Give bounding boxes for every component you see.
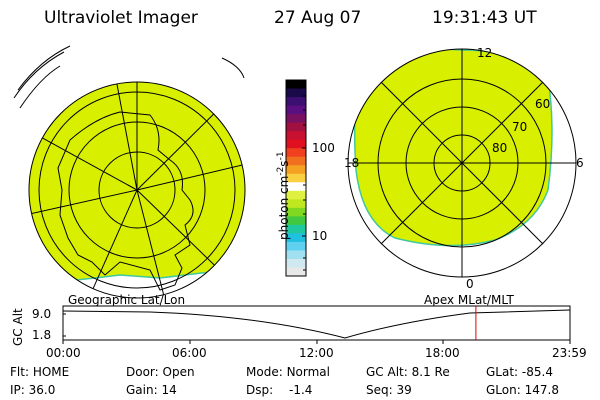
altitude-ytick-high: 9.0 <box>32 307 52 321</box>
antarctica-coastline <box>57 111 194 291</box>
altitude-xtick-1200: 12:00 <box>299 346 334 360</box>
altitude-plot <box>62 305 571 344</box>
colorbar-segment <box>286 156 306 166</box>
altitude-xtick-2359: 23:59 <box>552 346 587 360</box>
status-seq: Seq: 39 <box>366 383 412 397</box>
colorbar-ticks <box>302 95 306 271</box>
status-ip-label: IP: <box>10 383 25 397</box>
mlat-label-60: 60 <box>535 97 551 111</box>
colorbar-segment <box>286 165 306 175</box>
magnetic-map-label: Apex MLat/MLT <box>424 293 514 307</box>
status-flt-label: Flt: <box>10 365 29 379</box>
colorbar-segment <box>286 80 306 90</box>
colorbar-units-s: s <box>277 160 291 167</box>
colorbar-segment <box>286 105 306 115</box>
colorbar-segment <box>286 190 306 200</box>
altitude-xtick-1800: 18:00 <box>425 346 460 360</box>
status-glat-label: GLat: <box>486 365 519 379</box>
status-gain-label: Gain: <box>126 383 158 397</box>
altitude-curve <box>62 309 571 339</box>
geographic-map-label: Geographic Lat/Lon <box>68 293 186 307</box>
colorbar-segment <box>286 182 306 192</box>
status-mode-value: Normal <box>286 365 330 379</box>
colorbar-segment <box>286 114 306 124</box>
status-gain: Gain: 14 <box>126 383 177 397</box>
status-flt: Flt: HOME <box>10 365 69 379</box>
colorbar-segment <box>286 250 306 260</box>
colorbar-units-label: photon cm-2s-1 <box>276 151 291 240</box>
colorbar-units-exp2: -1 <box>276 151 286 161</box>
status-mode: Mode: Normal <box>246 365 330 379</box>
colorbar-segment <box>286 207 306 217</box>
status-dsp: Dsp: -1.4 <box>246 383 312 397</box>
colorbar-segment <box>286 199 306 209</box>
status-gcalt-label: GC Alt: <box>366 365 408 379</box>
status-glon-value: 147.8 <box>524 383 559 397</box>
instrument-title: Ultraviolet Imager <box>44 8 198 28</box>
status-door-label: Door: <box>126 365 159 379</box>
colorbar-segment <box>286 122 306 132</box>
status-glat: GLat: -85.4 <box>486 365 553 379</box>
status-seq-value: 39 <box>396 383 412 397</box>
status-mode-label: Mode: <box>246 365 283 379</box>
altitude-xtick-0000: 00:00 <box>46 346 81 360</box>
status-door: Door: Open <box>126 365 195 379</box>
colorbar-segment <box>286 267 306 277</box>
altitude-ylabel: GC Alt <box>11 308 25 346</box>
magnetic-map <box>347 48 577 278</box>
colorbar-units-text: photon cm <box>277 175 291 240</box>
colorbar-segment <box>286 139 306 149</box>
status-glon: GLon: 147.8 <box>486 383 559 397</box>
colorbar-units-exp1: -2 <box>276 166 286 176</box>
colorbar-tick-10: 10 <box>312 229 328 243</box>
status-gcalt-value: 8.1 Re <box>411 365 450 379</box>
status-ip: IP: 36.0 <box>10 383 55 397</box>
status-flt-value: HOME <box>32 365 70 379</box>
colorbar-segment <box>286 233 306 243</box>
image-date: 27 Aug 07 <box>274 8 362 28</box>
altitude-ytick-low: 1.8 <box>32 328 52 342</box>
image-time: 19:31:43 UT <box>432 8 537 28</box>
colorbar-segment <box>286 241 306 251</box>
colorbar-segment <box>286 131 306 141</box>
mlat-label-70: 70 <box>512 120 528 134</box>
colorbar <box>286 80 306 277</box>
mlt-label-6: 6 <box>576 156 584 170</box>
status-gcalt: GC Alt: 8.1 Re <box>366 365 450 379</box>
status-glat-value: -85.4 <box>521 365 553 379</box>
mlt-label-0: 0 <box>466 277 474 291</box>
auroral-image-magnetic <box>353 49 553 247</box>
outer-latitude-arcs <box>13 45 245 109</box>
status-dsp-label: Dsp: <box>246 383 274 397</box>
altitude-xtick-0600: 06:00 <box>172 346 207 360</box>
colorbar-segment <box>286 258 306 268</box>
status-ip-value: 36.0 <box>28 383 56 397</box>
status-dsp-value: -1.4 <box>288 383 313 397</box>
mlat-label-80: 80 <box>492 141 508 155</box>
colorbar-tick-100: 100 <box>312 141 335 155</box>
geographic-map <box>13 45 246 299</box>
status-gain-value: 14 <box>161 383 177 397</box>
mlt-label-12: 12 <box>477 46 493 60</box>
colorbar-segment <box>286 224 306 234</box>
colorbar-segment <box>286 97 306 107</box>
colorbar-segment <box>286 173 306 183</box>
status-door-value: Open <box>162 365 195 379</box>
status-seq-label: Seq: <box>366 383 393 397</box>
colorbar-segment <box>286 148 306 158</box>
mlt-label-18: 18 <box>344 156 360 170</box>
status-glon-label: GLon: <box>486 383 521 397</box>
colorbar-segment <box>286 216 306 226</box>
colorbar-segment <box>286 88 306 98</box>
